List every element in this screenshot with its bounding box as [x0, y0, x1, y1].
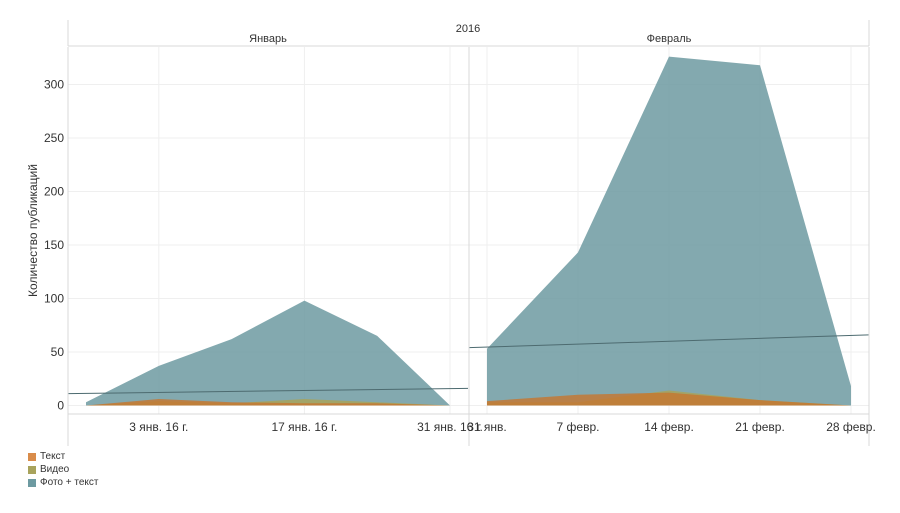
area-photo-text — [86, 300, 450, 406]
area-layer — [67, 56, 870, 406]
x-tick-label: 21 февр. — [735, 420, 785, 434]
x-tick-label: 3 янв. 16 г. — [129, 420, 188, 434]
x-tick-label: 31 янв. — [467, 420, 507, 434]
legend-swatch-photo-text — [28, 478, 36, 487]
area-photo-text — [487, 56, 851, 406]
x-tick-label: 14 февр. — [644, 420, 694, 434]
area-text — [86, 399, 450, 406]
x-tick-label: 31 янв. 16 г. — [417, 420, 483, 434]
x-tick-label: 28 февр. — [826, 420, 876, 434]
legend-label-photo-text: Фото + текст — [40, 477, 99, 488]
frame-layer — [67, 20, 870, 446]
legend-item-video[interactable]: Видео — [28, 463, 98, 476]
label-layer: 0 50 100 150 200 250 300 Количество публикаций 2… — [26, 23, 876, 434]
y-tick-label: 150 — [44, 238, 64, 252]
x-tick-label: 7 февр. — [557, 420, 600, 434]
y-tick-label: 200 — [44, 184, 64, 198]
legend-swatch-text — [28, 452, 36, 461]
trend-line — [67, 387, 469, 395]
y-tick-label: 0 — [57, 398, 64, 412]
legend-item-photo-text[interactable]: Фото + текст — [28, 476, 98, 489]
y-tick-label: 100 — [44, 291, 64, 305]
y-tick-label: 300 — [44, 77, 64, 91]
area-text — [487, 392, 851, 406]
year-label: 2016 — [456, 23, 480, 35]
legend-label-text: Текст — [40, 451, 66, 462]
legend-swatch-video — [28, 465, 36, 474]
y-axis-label: Количество публикаций — [26, 164, 40, 297]
legend-label-video: Видео — [40, 464, 70, 475]
x-tick-label: 17 янв. 16 г. — [272, 420, 338, 434]
month-label: Январь — [249, 33, 287, 45]
y-tick-label: 250 — [44, 131, 64, 145]
legend: Текст Видео Фото + текст — [28, 450, 98, 489]
y-tick-label: 50 — [51, 345, 65, 359]
trend-line — [468, 334, 870, 349]
month-label: Февраль — [647, 33, 692, 45]
legend-item-text[interactable]: Текст — [28, 450, 98, 463]
